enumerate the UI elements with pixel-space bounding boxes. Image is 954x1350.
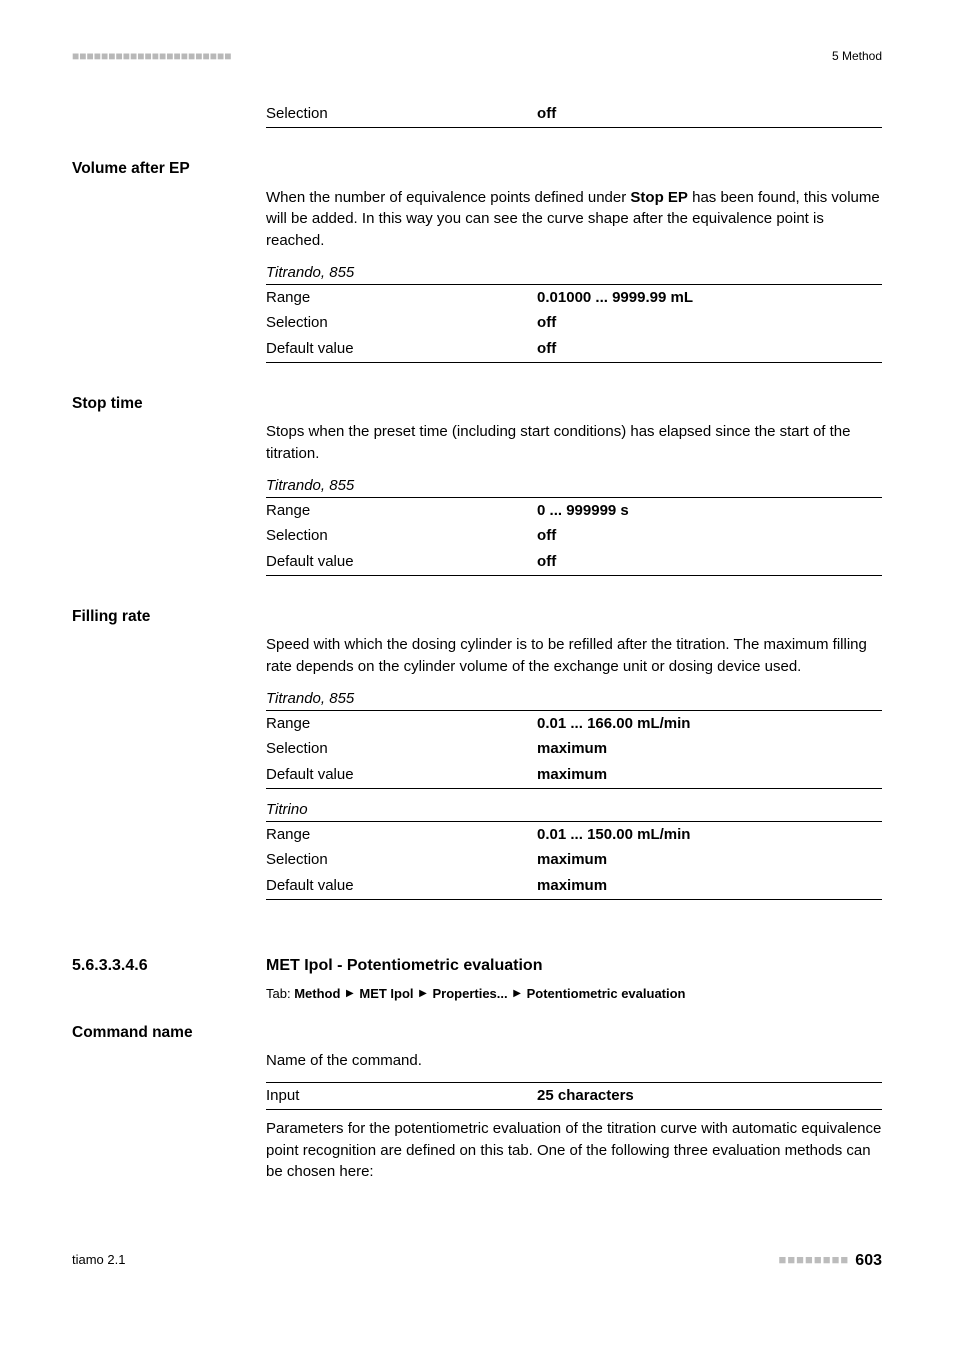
fr-group1: Titrando, 855 xyxy=(266,688,882,710)
fr1-default-label: Default value xyxy=(266,762,537,788)
header-section: 5 Method xyxy=(832,48,882,65)
intro-selection-value: off xyxy=(537,101,882,127)
stop-time-para: Stops when the preset time (including st… xyxy=(266,421,882,465)
fr2-range-value: 0.01 ... 150.00 mL/min xyxy=(537,821,882,847)
header-marks: ■■■■■■■■■■■■■■■■■■■■■■ xyxy=(72,48,231,65)
st-default-value: off xyxy=(537,549,882,575)
command-name-heading: Command name xyxy=(72,1022,266,1044)
fr1-selection-value: maximum xyxy=(537,736,882,762)
footer-page-number: 603 xyxy=(855,1252,882,1269)
vae-group: Titrando, 855 xyxy=(266,262,882,284)
fr2-selection-label: Selection xyxy=(266,847,537,873)
fr1-range-value: 0.01 ... 166.00 mL/min xyxy=(537,710,882,736)
fr1-selection-label: Selection xyxy=(266,736,537,762)
vae-para-bold: Stop EP xyxy=(630,189,688,206)
command-name-para2: Parameters for the potentiometric evalua… xyxy=(266,1118,882,1183)
breadcrumb-sep-icon: ▶ xyxy=(417,988,429,999)
tab-label: Tab: xyxy=(266,986,294,1001)
fr1-range-label: Range xyxy=(266,710,537,736)
vae-para-pre: When the number of equivalence points de… xyxy=(266,189,630,206)
footer-product: tiamo 2.1 xyxy=(72,1251,125,1270)
st-range-value: 0 ... 999999 s xyxy=(537,497,882,523)
stop-time-heading: Stop time xyxy=(72,393,266,415)
vae-selection-value: off xyxy=(537,310,882,336)
crumb-method: Method xyxy=(294,986,340,1001)
vae-default-value: off xyxy=(537,336,882,362)
vae-range-label: Range xyxy=(266,284,537,310)
intro-selection-label: Selection xyxy=(266,101,537,127)
st-selection-value: off xyxy=(537,523,882,549)
breadcrumb-sep-icon: ▶ xyxy=(344,988,356,999)
subsection-title: MET Ipol - Potentiometric evaluation xyxy=(266,954,542,977)
vae-default-label: Default value xyxy=(266,336,537,362)
st-default-label: Default value xyxy=(266,549,537,575)
footer-bars: ■■■■■■■■ xyxy=(778,1252,849,1267)
fr2-selection-value: maximum xyxy=(537,847,882,873)
crumb-properties: Properties... xyxy=(432,986,507,1001)
volume-after-ep-para: When the number of equivalence points de… xyxy=(266,187,882,252)
command-name-para1: Name of the command. xyxy=(266,1050,882,1072)
st-selection-label: Selection xyxy=(266,523,537,549)
fr2-range-label: Range xyxy=(266,821,537,847)
subsection-tabline: Tab: Method ▶ MET Ipol ▶ Properties... ▶… xyxy=(266,985,882,1004)
subsection-number: 5.6.3.3.4.6 xyxy=(72,954,266,977)
volume-after-ep-heading: Volume after EP xyxy=(72,158,266,180)
breadcrumb-sep-icon: ▶ xyxy=(511,988,523,999)
vae-selection-label: Selection xyxy=(266,310,537,336)
crumb-potentiometric: Potentiometric evaluation xyxy=(527,986,686,1001)
st-group: Titrando, 855 xyxy=(266,475,882,497)
cn-input-value: 25 characters xyxy=(537,1083,882,1110)
cn-input-label: Input xyxy=(266,1083,537,1110)
st-range-label: Range xyxy=(266,497,537,523)
filling-rate-heading: Filling rate xyxy=(72,606,266,628)
fr-group2: Titrino xyxy=(266,799,882,821)
fr2-default-label: Default value xyxy=(266,873,537,899)
fr2-default-value: maximum xyxy=(537,873,882,899)
fr1-default-value: maximum xyxy=(537,762,882,788)
crumb-met-ipol: MET Ipol xyxy=(359,986,413,1001)
vae-range-value: 0.01000 ... 9999.99 mL xyxy=(537,284,882,310)
filling-rate-para: Speed with which the dosing cylinder is … xyxy=(266,634,882,678)
